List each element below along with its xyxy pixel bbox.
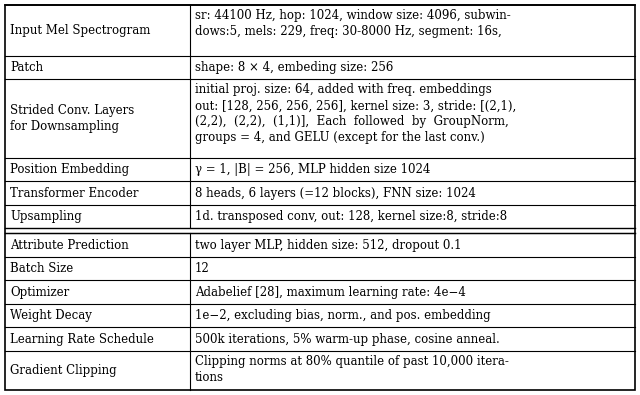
Text: Upsampling: Upsampling	[10, 210, 82, 223]
Text: Weight Decay: Weight Decay	[10, 309, 92, 322]
Text: 500k iterations, 5% warm-up phase, cosine anneal.: 500k iterations, 5% warm-up phase, cosin…	[195, 333, 499, 346]
Text: Position Embedding: Position Embedding	[10, 163, 129, 176]
Text: 8 heads, 6 layers (=12 blocks), FNN size: 1024: 8 heads, 6 layers (=12 blocks), FNN size…	[195, 186, 476, 199]
Text: two layer MLP, hidden size: 512, dropout 0.1: two layer MLP, hidden size: 512, dropout…	[195, 239, 461, 252]
Text: Learning Rate Schedule: Learning Rate Schedule	[10, 333, 154, 346]
Text: Input Mel Spectrogram: Input Mel Spectrogram	[10, 24, 150, 37]
Text: sr: 44100 Hz, hop: 1024, window size: 4096, subwin-
dows:5, mels: 229, freq: 30-: sr: 44100 Hz, hop: 1024, window size: 40…	[195, 9, 510, 38]
Text: Optimizer: Optimizer	[10, 286, 69, 299]
Text: γ = 1, |B| = 256, MLP hidden size 1024: γ = 1, |B| = 256, MLP hidden size 1024	[195, 163, 430, 176]
Text: Attribute Prediction: Attribute Prediction	[10, 239, 129, 252]
Text: 1d. transposed conv, out: 128, kernel size:8, stride:8: 1d. transposed conv, out: 128, kernel si…	[195, 210, 507, 223]
Text: initial proj. size: 64, added with freq. embeddings
out: [128, 256, 256, 256], k: initial proj. size: 64, added with freq.…	[195, 83, 516, 145]
Text: Transformer Encoder: Transformer Encoder	[10, 186, 138, 199]
Text: Patch: Patch	[10, 61, 43, 74]
Text: 1e−2, excluding bias, norm., and pos. embedding: 1e−2, excluding bias, norm., and pos. em…	[195, 309, 490, 322]
Text: Adabelief [28], maximum learning rate: 4e−4: Adabelief [28], maximum learning rate: 4…	[195, 286, 465, 299]
Text: Clipping norms at 80% quantile of past 10,000 itera-
tions: Clipping norms at 80% quantile of past 1…	[195, 355, 508, 384]
Text: Gradient Clipping: Gradient Clipping	[10, 364, 116, 377]
Text: shape: 8 × 4, embeding size: 256: shape: 8 × 4, embeding size: 256	[195, 61, 393, 74]
Text: Batch Size: Batch Size	[10, 262, 73, 275]
Text: 12: 12	[195, 262, 209, 275]
Text: Strided Conv. Layers
for Downsampling: Strided Conv. Layers for Downsampling	[10, 104, 134, 133]
